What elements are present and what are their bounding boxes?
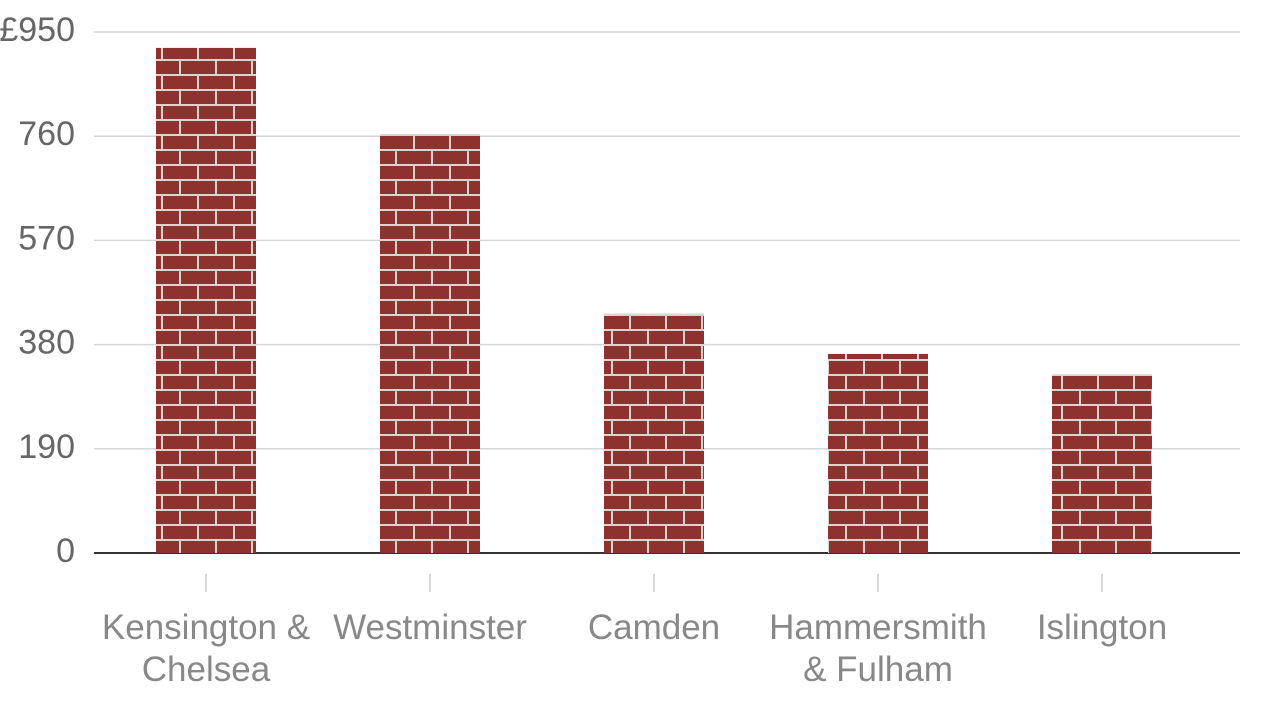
y-tick-label: 380 [18, 324, 75, 362]
y-tick-label: 0 [56, 532, 75, 570]
bar [380, 134, 480, 553]
x-tick-label: Hammersmith & Fulham [769, 608, 987, 689]
x-tick-label: Westminster [333, 608, 527, 647]
x-tick-label: Islington [1036, 608, 1168, 647]
bar [604, 313, 704, 553]
y-tick-label: 190 [18, 428, 75, 466]
bar [156, 47, 256, 554]
bar [828, 353, 928, 553]
y-tick-label: 760 [18, 115, 75, 153]
bar [1052, 374, 1152, 553]
x-tick-label: Kensington & Chelsea [101, 608, 311, 689]
x-tick-label: Camden [587, 608, 721, 647]
y-tick-label: £950 [0, 11, 75, 49]
y-tick-label: 570 [18, 219, 75, 257]
